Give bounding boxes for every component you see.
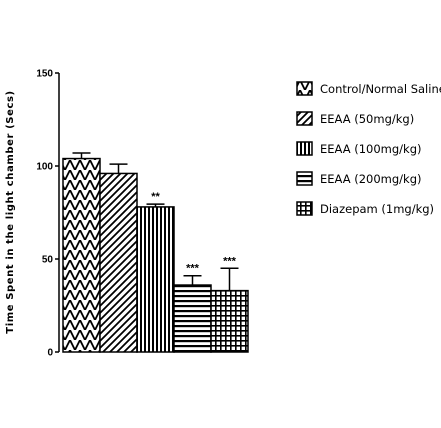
legend-label-4: EEAA (200mg/kg) — [320, 172, 422, 186]
legend-label-2: EEAA (50mg/kg) — [320, 112, 414, 126]
legend-swatch-3 — [296, 141, 313, 156]
legend-label-3: EEAA (100mg/kg) — [320, 142, 422, 156]
legend-label-1: Control/Normal Saline — [320, 82, 441, 96]
y-tick-label: 50 — [42, 255, 54, 266]
legend-label-5: Diazepam (1mg/kg) — [320, 202, 434, 216]
legend-swatch-1 — [296, 81, 313, 96]
y-tick-label: 0 — [47, 348, 53, 359]
significance-label: *** — [223, 255, 237, 267]
bar-2 — [99, 172, 138, 353]
y-axis-title: Time Spent in the light chamber (Secs) — [5, 90, 16, 333]
bar-5 — [210, 289, 249, 353]
significance-label: ** — [151, 191, 160, 203]
bar-1 — [62, 157, 101, 353]
legend: Control/Normal Saline EEAA (50mg/kg) EEAA … — [296, 81, 441, 216]
significance-label: *** — [186, 263, 200, 275]
legend-swatch-5 — [296, 201, 313, 216]
legend-swatch-2 — [296, 111, 313, 126]
bar-3 — [136, 206, 175, 353]
legend-swatch-4 — [296, 171, 313, 186]
y-tick-label: 150 — [36, 69, 53, 80]
bar-4 — [173, 284, 212, 353]
y-tick-label: 100 — [36, 162, 53, 173]
